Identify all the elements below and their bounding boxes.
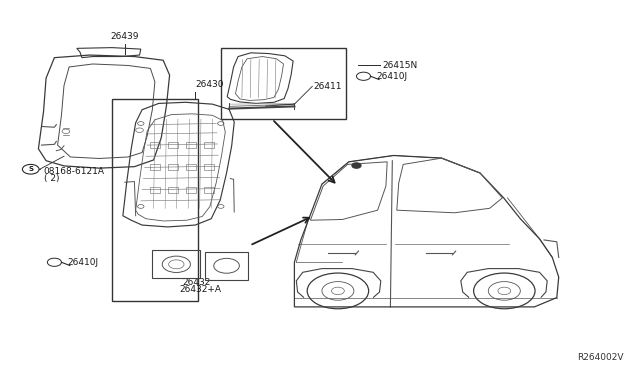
Bar: [204, 187, 214, 193]
Bar: [204, 142, 214, 148]
Bar: [150, 164, 160, 170]
Bar: [186, 187, 196, 193]
Bar: [221, 48, 346, 119]
Text: 26432: 26432: [182, 278, 211, 286]
Bar: [204, 164, 214, 170]
Text: 26415N: 26415N: [383, 61, 418, 70]
Bar: [150, 187, 160, 193]
Text: 26411: 26411: [314, 82, 342, 91]
Bar: [152, 250, 200, 278]
Text: 26439: 26439: [111, 32, 139, 41]
Bar: [186, 164, 196, 170]
Text: 26432+A: 26432+A: [179, 285, 221, 294]
Text: ( 2): ( 2): [44, 174, 59, 183]
Bar: [168, 164, 178, 170]
Text: 26430: 26430: [195, 80, 224, 89]
Text: R264002V: R264002V: [577, 353, 624, 362]
Text: 26410J: 26410J: [376, 72, 408, 81]
Bar: [168, 187, 178, 193]
Text: 26410J: 26410J: [67, 258, 99, 267]
Text: 08168-6121A: 08168-6121A: [44, 167, 104, 176]
Text: S: S: [28, 166, 33, 172]
Bar: [150, 142, 160, 148]
Bar: [168, 142, 178, 148]
Bar: [205, 252, 248, 280]
Bar: [112, 99, 198, 301]
Circle shape: [352, 163, 361, 168]
Bar: [186, 142, 196, 148]
